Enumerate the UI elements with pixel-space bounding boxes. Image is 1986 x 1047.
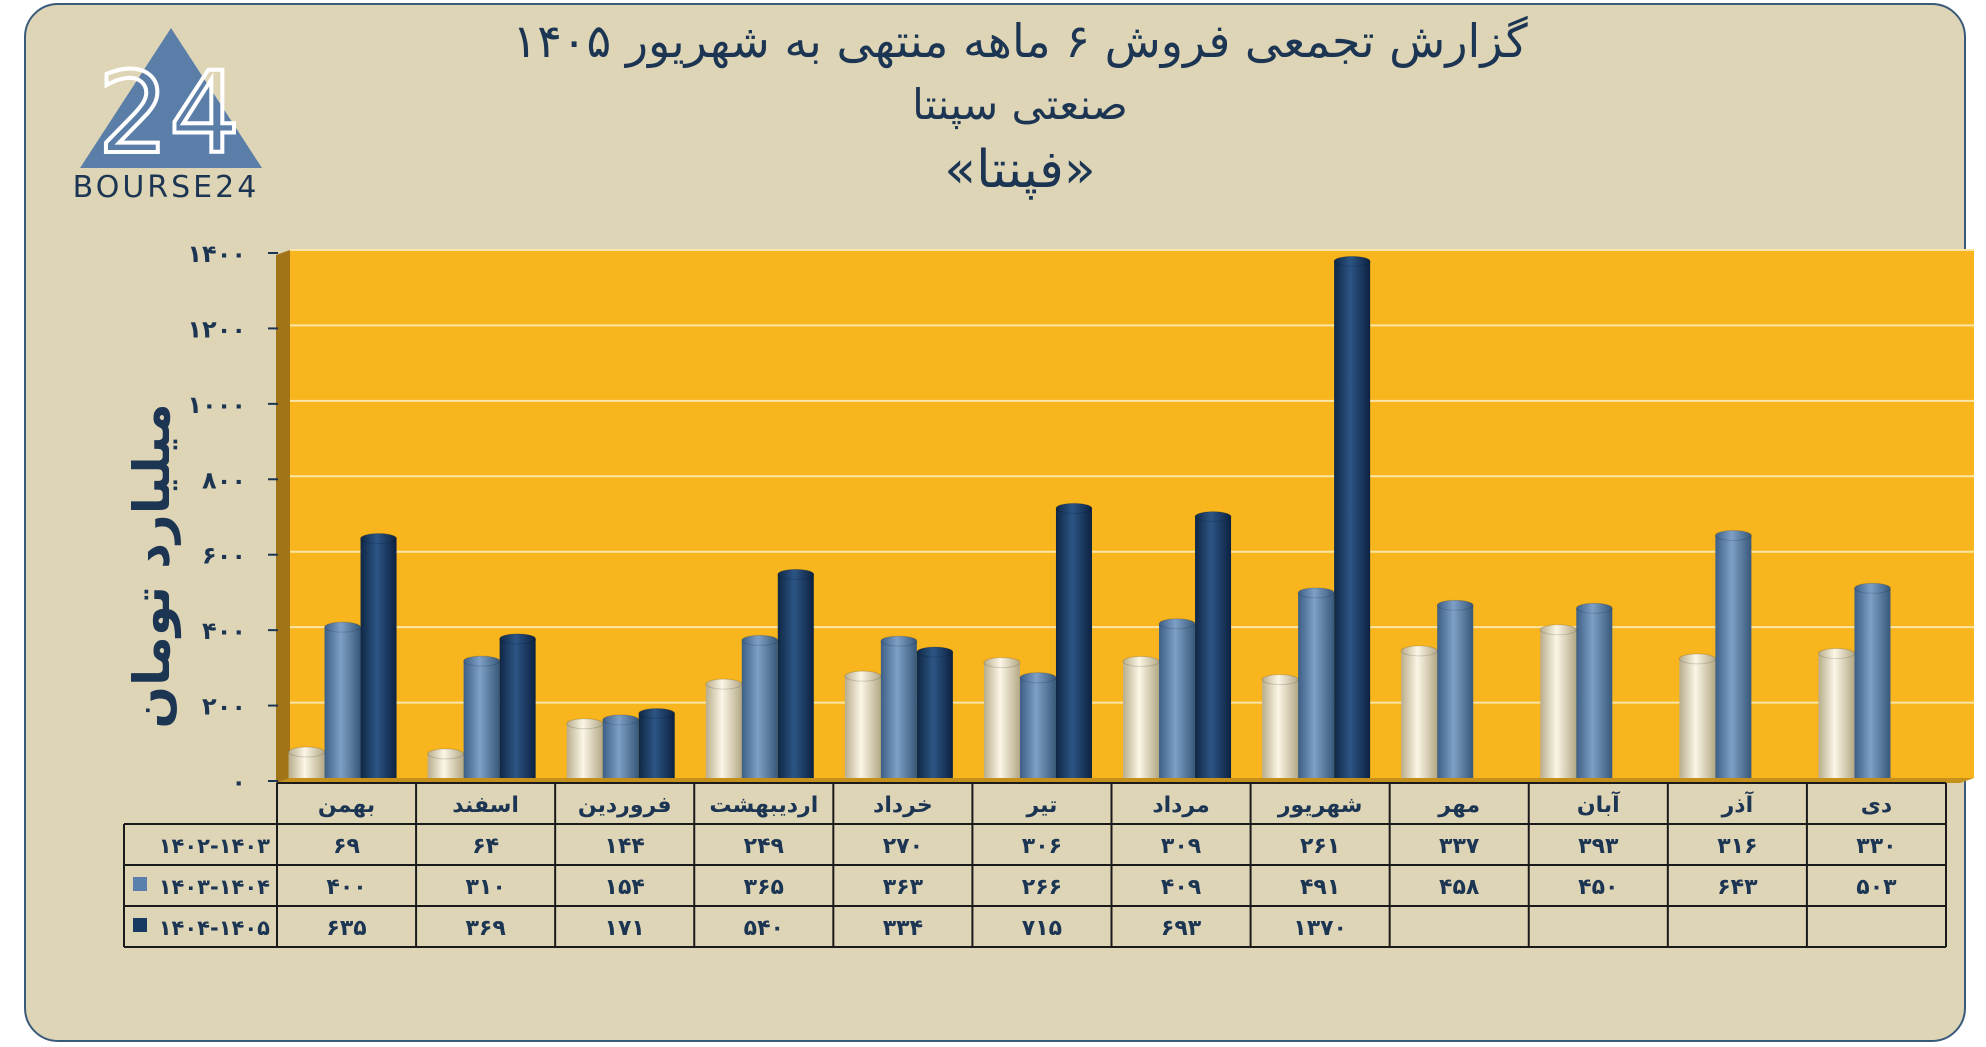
bar-series-1404-1405-bar <box>638 708 676 778</box>
data-label: ۳۳۴ <box>883 916 923 941</box>
bar-series-1404-1405-bar <box>777 568 815 778</box>
bar-series-1403-1404-bar <box>1853 582 1891 778</box>
bourse24-logo: 24 <box>80 28 262 181</box>
data-label: ۲۶۱ <box>1300 834 1340 859</box>
plot-side-wall <box>276 250 290 783</box>
data-label: ۱۷۱ <box>605 916 645 941</box>
data-label: ۳۰۹ <box>1161 834 1201 859</box>
bar-series-1402-1403-bar <box>983 657 1021 778</box>
bar-series-1404-1405-bar <box>1194 511 1232 778</box>
bar-series-1403-1404-bar <box>1158 618 1196 778</box>
y-tick-label: ۱۰۰۰ <box>187 391 246 419</box>
data-label: ۳۶۳ <box>883 875 924 900</box>
bar-series-1403-1404-bar <box>1297 587 1335 778</box>
chart-title: گزارش تجمعی فروش ۶ ماهه منتهی به شهریور … <box>512 14 1528 68</box>
data-label: ۴۵۰ <box>1578 875 1618 900</box>
x-category-label: شهریور <box>1277 793 1363 818</box>
x-category-label: مهر <box>1437 793 1480 818</box>
data-label: ۶۴ <box>472 834 499 859</box>
y-tick-label: ۶۰۰ <box>202 542 246 570</box>
bar-series-1404-1405-bar <box>1333 255 1371 778</box>
y-tick-label: ۴۰۰ <box>202 617 246 645</box>
data-label: ۴۰۹ <box>1161 875 1201 900</box>
data-label: ۳۳۷ <box>1439 834 1480 859</box>
data-label: ۳۰۶ <box>1022 834 1062 859</box>
x-category-label: اردیبهشت <box>709 793 818 818</box>
x-category-label: فروردین <box>578 793 672 818</box>
data-label: ۵۴۰ <box>744 916 784 941</box>
company-name: صنعتی سپنتا <box>912 80 1128 129</box>
y-tick-label: ۱۴۰۰ <box>187 240 246 268</box>
bar-series-1403-1404-bar <box>1436 599 1474 778</box>
bar-series-1403-1404-bar <box>463 655 501 778</box>
data-label: ۳۶۹ <box>465 916 505 941</box>
bar-series-1402-1403-bar <box>566 718 604 778</box>
x-category-label: آبان <box>1577 790 1620 818</box>
bar-series-1404-1405-bar <box>916 646 954 778</box>
data-label: ۳۳۰ <box>1856 834 1896 859</box>
legend-swatch <box>133 918 147 932</box>
bar-series-1403-1404-bar <box>324 621 362 778</box>
legend-label-1404-1405: ۱۴۰۴-۱۴۰۵ <box>159 916 270 940</box>
data-label: ۲۴۹ <box>744 834 784 859</box>
data-label: ۶۴۳ <box>1717 875 1758 900</box>
data-label: ۶۹۳ <box>1161 916 1202 941</box>
data-label: ۶۳۵ <box>326 916 366 941</box>
bar-series-1402-1403-bar <box>1678 653 1716 778</box>
logo-text: BOURSE24 <box>72 170 260 205</box>
bar-series-1403-1404-bar <box>602 714 640 778</box>
bar-series-1403-1404-bar <box>1575 602 1613 778</box>
y-tick-label: ۱۲۰۰ <box>187 315 246 343</box>
data-label: ۳۹۳ <box>1578 834 1619 859</box>
bar-series-1402-1403-bar <box>1539 624 1577 778</box>
y-tick-label: ۰ <box>231 768 246 796</box>
bar-series-1404-1405-bar <box>1055 502 1093 778</box>
data-label: ۵۰۳ <box>1856 875 1897 900</box>
data-label: ۱۴۴ <box>605 834 645 859</box>
data-label: ۴۰۰ <box>326 875 366 900</box>
bar-series-1402-1403-bar <box>844 670 882 778</box>
bar-series-1402-1403-bar <box>288 746 326 778</box>
bar-series-1403-1404-bar <box>1714 529 1752 778</box>
logo-mark: 24 <box>98 49 241 179</box>
data-label: ۲۶۶ <box>1022 875 1062 900</box>
bar-series-1402-1403-bar <box>705 678 743 778</box>
bar-series-1402-1403-bar <box>1817 648 1855 778</box>
logo-triangle <box>80 28 262 168</box>
data-label: ۲۷۰ <box>883 834 923 859</box>
y-tick-label: ۲۰۰ <box>202 693 246 721</box>
x-category-label: دی <box>1861 793 1892 818</box>
x-category-label: خرداد <box>873 793 933 818</box>
data-label: ۱۵۴ <box>605 875 645 900</box>
data-label: ۷۱۵ <box>1022 916 1062 941</box>
data-label: ۴۹۱ <box>1300 875 1340 900</box>
plot-floor <box>276 778 1974 783</box>
data-label: ۶۹ <box>333 834 360 859</box>
y-tick-label: ۸۰۰ <box>202 466 246 494</box>
x-category-label: اسفند <box>452 793 519 818</box>
bar-series-1403-1404-bar <box>741 634 779 778</box>
data-label: ۴۵۸ <box>1439 875 1480 900</box>
bar-series-1403-1404-bar <box>880 635 918 778</box>
bar-series-1404-1405-bar <box>360 533 398 778</box>
legend-label-1403-1404: ۱۴۰۳-۱۴۰۴ <box>159 875 270 899</box>
x-category-label: آذر <box>1721 790 1754 818</box>
x-category-label: مرداد <box>1152 793 1209 818</box>
bar-series-1404-1405-bar <box>499 633 537 778</box>
x-category-label: تیر <box>1025 793 1057 818</box>
legend-swatch <box>133 877 147 891</box>
x-category-label: بهمن <box>318 793 375 818</box>
bar-series-1403-1404-bar <box>1019 672 1057 778</box>
data-label: ۳۶۵ <box>744 875 784 900</box>
legend-label-1402-1403: ۱۴۰۲-۱۴۰۳ <box>159 834 270 858</box>
data-label: ۳۱۶ <box>1717 834 1757 859</box>
bar-series-1402-1403-bar <box>427 748 465 778</box>
data-label: ۳۱۰ <box>465 875 505 900</box>
bar-series-1402-1403-bar <box>1122 655 1160 778</box>
bar-series-1402-1403-bar <box>1261 674 1299 778</box>
bar-series-1402-1403-bar <box>1400 645 1438 778</box>
data-label: ۱۳۷۰ <box>1293 916 1347 941</box>
ticker-symbol: «فپنتا» <box>944 140 1096 200</box>
